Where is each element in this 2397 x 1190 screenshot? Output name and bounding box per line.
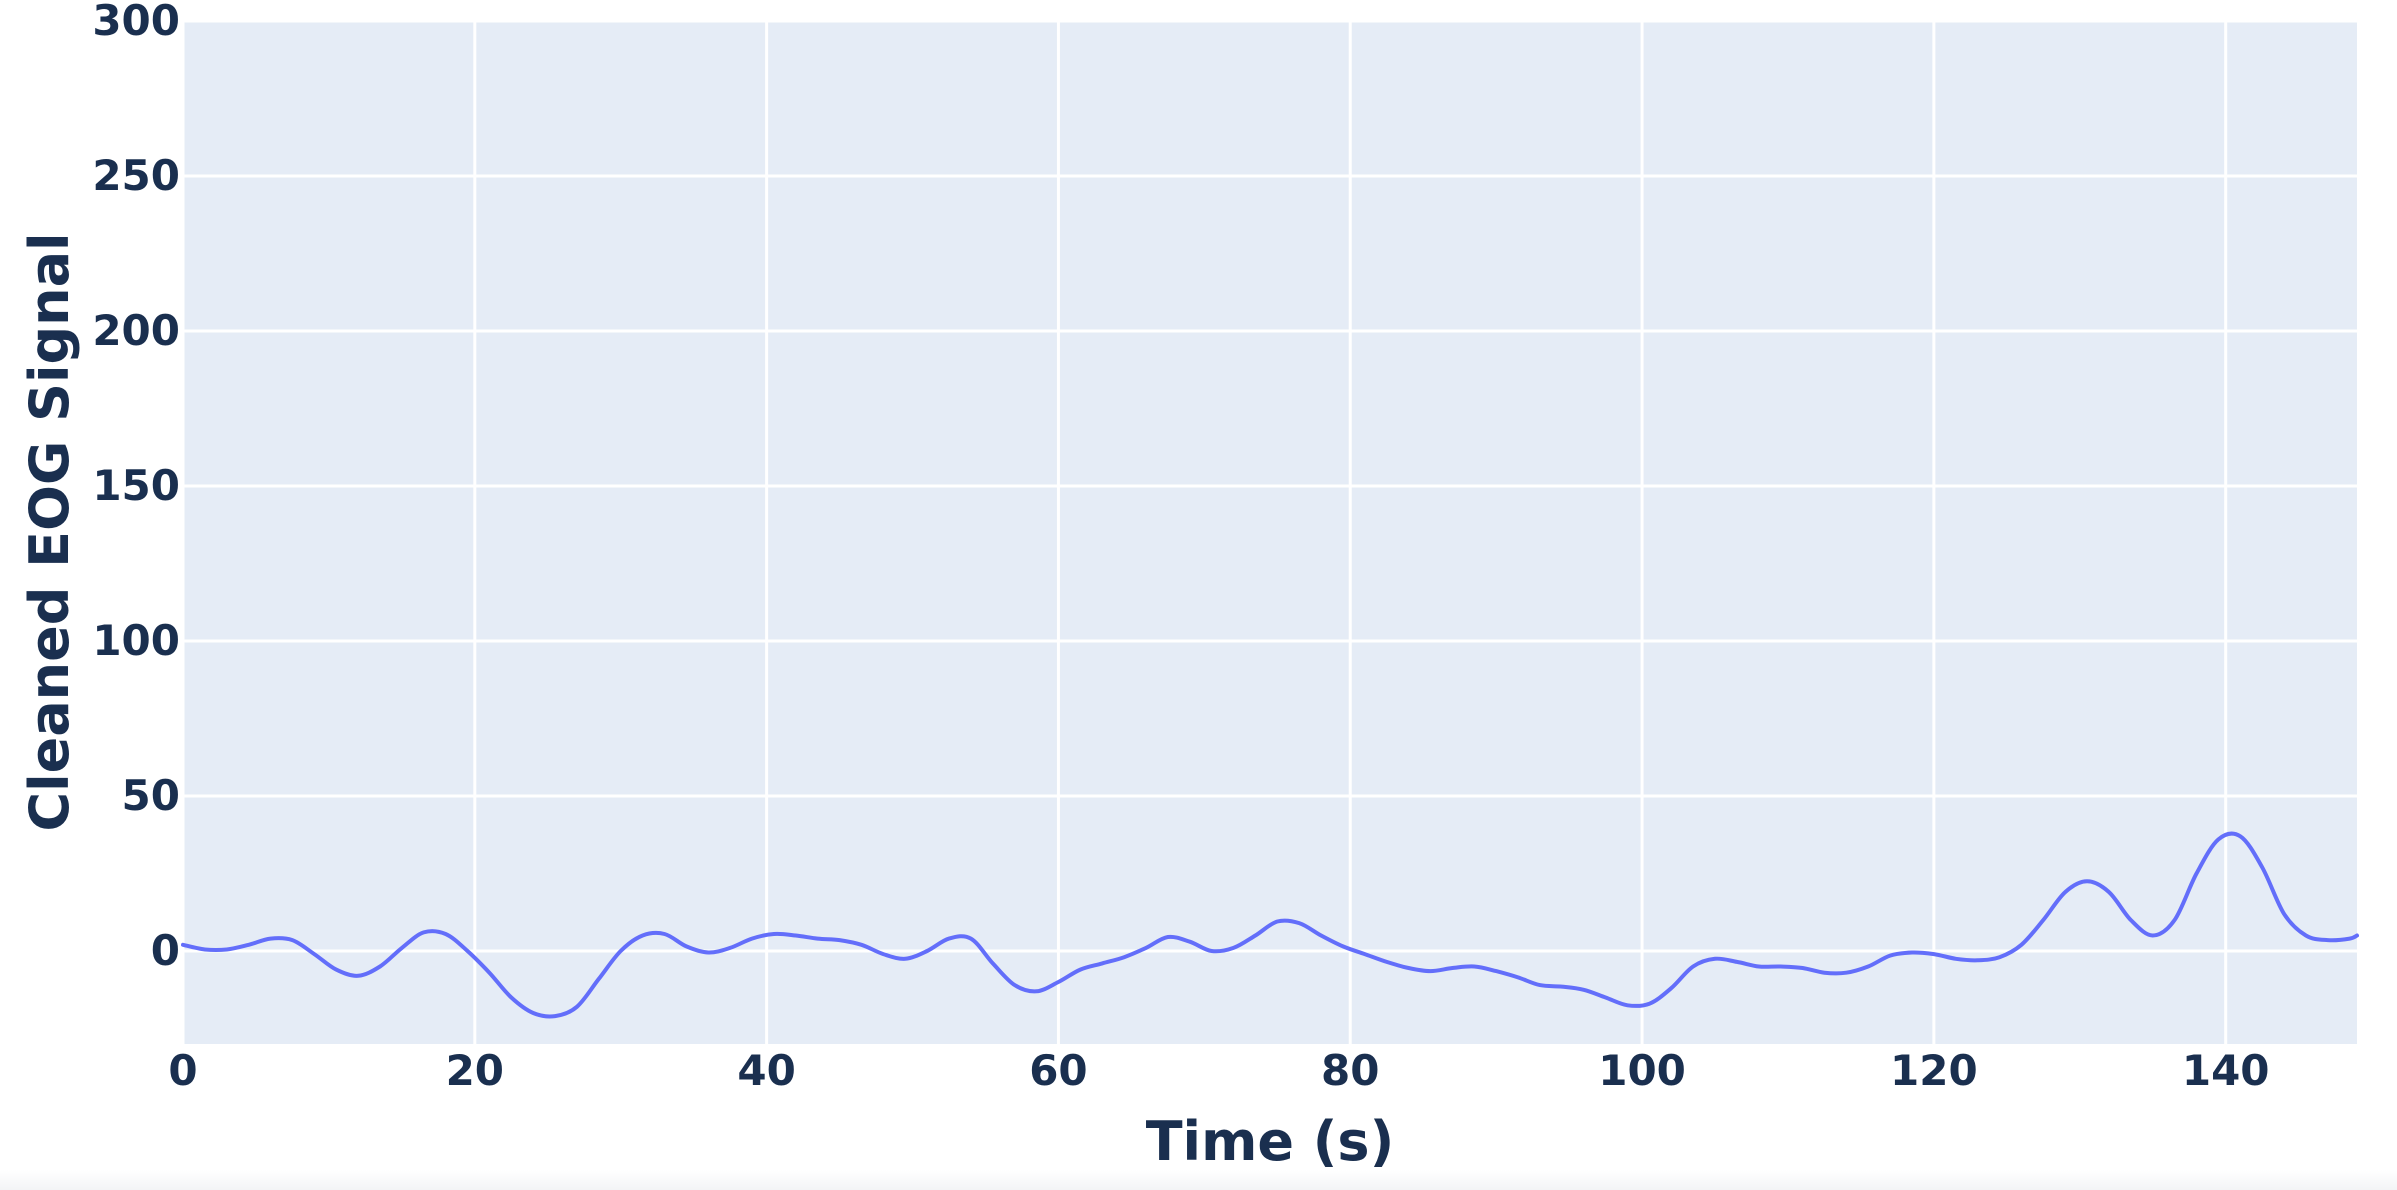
y-tick-label: 300: [92, 0, 180, 45]
plot-area: [183, 21, 2357, 1044]
y-axis-title: Cleaned EOG Signal: [18, 232, 81, 831]
x-tick-label: 120: [1890, 1046, 1978, 1095]
y-tick-label: 100: [92, 616, 180, 665]
x-tick-label: 0: [168, 1046, 197, 1095]
x-tick-label: 20: [446, 1046, 504, 1095]
x-axis-ticks: 0 20 40 60 80 100 120 140: [168, 1046, 2269, 1095]
y-tick-label: 50: [122, 771, 180, 820]
x-axis-title: Time (s): [1146, 1110, 1395, 1173]
x-tick-label: 60: [1029, 1046, 1087, 1095]
y-axis-ticks: 0 50 100 150 200 250 300: [92, 0, 180, 975]
signal-line: [181, 831, 2359, 1019]
bottom-shadow: [0, 1170, 2397, 1190]
x-tick-label: 140: [2182, 1046, 2270, 1095]
y-tick-label: 200: [92, 306, 180, 355]
y-tick-label: 0: [151, 926, 180, 975]
x-tick-label: 80: [1321, 1046, 1379, 1095]
gridlines: [181, 19, 2357, 1044]
x-tick-label: 100: [1598, 1046, 1686, 1095]
y-tick-label: 150: [92, 461, 180, 510]
y-tick-label: 250: [92, 151, 180, 200]
x-tick-label: 40: [737, 1046, 795, 1095]
